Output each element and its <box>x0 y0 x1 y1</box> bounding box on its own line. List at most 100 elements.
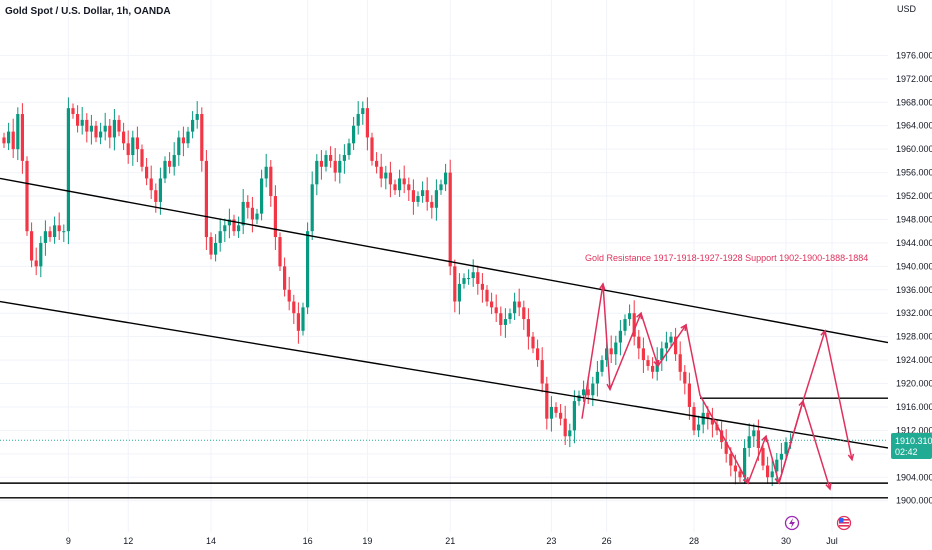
candle-body-96 <box>444 172 448 185</box>
candle-body-75 <box>347 143 351 156</box>
candle-body-27 <box>126 143 130 156</box>
candle-body-87 <box>402 178 406 185</box>
candle-body-141 <box>651 365 655 372</box>
candle-body-40 <box>186 131 190 144</box>
candle-body-126 <box>582 389 586 396</box>
candle-body-102 <box>471 272 475 279</box>
candle-body-76 <box>352 125 356 144</box>
candle-body-74 <box>342 155 346 161</box>
candle-body-90 <box>416 196 420 202</box>
candle-body-23 <box>108 125 112 138</box>
candle-body-15 <box>71 108 75 115</box>
x-tick-label-10: Jul <box>826 536 838 546</box>
candle-body-22 <box>103 125 107 132</box>
candle-body-94 <box>434 190 438 208</box>
candle-body-41 <box>191 119 195 132</box>
candle-body-21 <box>99 131 103 138</box>
candle-body-17 <box>80 119 84 126</box>
us-flag-icon[interactable] <box>836 515 852 531</box>
candle-body-139 <box>641 348 645 361</box>
candle-body-122 <box>563 418 567 437</box>
candle-body-29 <box>135 137 139 150</box>
candle-body-1 <box>7 131 11 144</box>
y-tick-label-5: 1920.000 <box>896 379 932 389</box>
y-tick-label-16: 1964.000 <box>896 121 932 131</box>
chart-title: Gold Spot / U.S. Dollar, 1h, OANDA <box>5 6 171 17</box>
candle-body-85 <box>393 184 397 191</box>
chart-grid <box>0 0 888 532</box>
candle-body-145 <box>669 336 673 343</box>
candle-body-108 <box>499 313 503 325</box>
y-tick-label-15: 1960.000 <box>896 144 932 154</box>
candle-body-148 <box>683 371 687 384</box>
candle-body-130 <box>600 360 604 372</box>
chart-annotation: Gold Resistance 1917-1918-1927-1928 Supp… <box>585 253 868 263</box>
candle-body-117 <box>540 360 544 384</box>
candle-body-135 <box>623 319 627 331</box>
candle-body-120 <box>554 406 558 413</box>
candle-body-166 <box>766 465 770 478</box>
candle-body-164 <box>756 430 760 448</box>
candle-body-104 <box>480 283 484 290</box>
candle-body-14 <box>66 108 70 232</box>
candle-body-56 <box>260 178 264 214</box>
candle-body-43 <box>200 114 204 161</box>
candle-body-123 <box>568 430 572 437</box>
candle-body-83 <box>384 172 388 179</box>
x-tick-label-9: 30 <box>781 536 791 546</box>
candle-body-30 <box>140 149 144 167</box>
upper-channel-line[interactable] <box>0 177 889 344</box>
projection-path-1-arrowhead-12 <box>825 482 832 491</box>
candle-body-111 <box>513 301 517 314</box>
y-tick-label-12: 1948.000 <box>896 214 932 224</box>
candle-body-119 <box>549 406 553 419</box>
x-tick-label-1: 12 <box>123 536 133 546</box>
projection-path-1[interactable] <box>581 283 831 490</box>
time-axis[interactable]: 9 12 14 16 19 21 23 26 28 30 Jul <box>66 536 838 546</box>
candle-body-152 <box>701 412 705 425</box>
candle-body-58 <box>269 166 273 197</box>
candle-body-89 <box>411 190 415 202</box>
candle-body-158 <box>729 453 733 466</box>
candle-body-19 <box>89 125 93 132</box>
candle-body-86 <box>398 178 402 191</box>
projection-path-1-arrowhead-1 <box>598 282 606 290</box>
x-tick-label-8: 28 <box>689 536 699 546</box>
y-tick-label-11: 1944.000 <box>896 238 932 248</box>
candle-body-37 <box>172 155 176 167</box>
candle-body-78 <box>361 108 365 115</box>
candle-body-170 <box>784 442 788 454</box>
price-badge: 1910.310 02:42 <box>891 433 932 459</box>
candle-body-63 <box>292 301 296 314</box>
candle-body-9 <box>43 231 47 243</box>
projection-path-2[interactable] <box>778 330 853 484</box>
projection-path-1-arrowhead-4 <box>653 359 660 368</box>
projection-path-1-arrowhead-9 <box>761 434 768 443</box>
y-tick-label-13: 1952.000 <box>896 191 932 201</box>
lightning-icon[interactable] <box>784 515 800 531</box>
candle-body-12 <box>57 225 61 232</box>
y-tick-label-0: 1900.000 <box>896 496 932 506</box>
candle-body-112 <box>517 301 521 308</box>
candle-body-98 <box>453 266 457 302</box>
candle-body-81 <box>375 160 379 167</box>
candle-body-128 <box>591 383 595 396</box>
candle-body-47 <box>218 231 222 243</box>
candle-body-107 <box>494 307 498 314</box>
candle-body-134 <box>618 330 622 343</box>
candle-body-153 <box>706 412 710 419</box>
candle-body-60 <box>278 237 282 267</box>
candle-body-24 <box>112 119 116 138</box>
candle-body-91 <box>421 190 425 197</box>
y-tick-label-8: 1932.000 <box>896 308 932 318</box>
candle-body-114 <box>526 319 530 337</box>
candle-body-110 <box>508 313 512 320</box>
candle-body-32 <box>149 178 153 191</box>
price-axis[interactable]: 1900.0001904.0001908.0001912.0001916.000… <box>896 50 932 505</box>
y-tick-label-4: 1916.000 <box>896 402 932 412</box>
y-tick-label-1: 1904.000 <box>896 472 932 482</box>
y-tick-label-6: 1924.000 <box>896 355 932 365</box>
lower-channel-line[interactable] <box>0 300 889 449</box>
candle-body-143 <box>660 348 664 361</box>
